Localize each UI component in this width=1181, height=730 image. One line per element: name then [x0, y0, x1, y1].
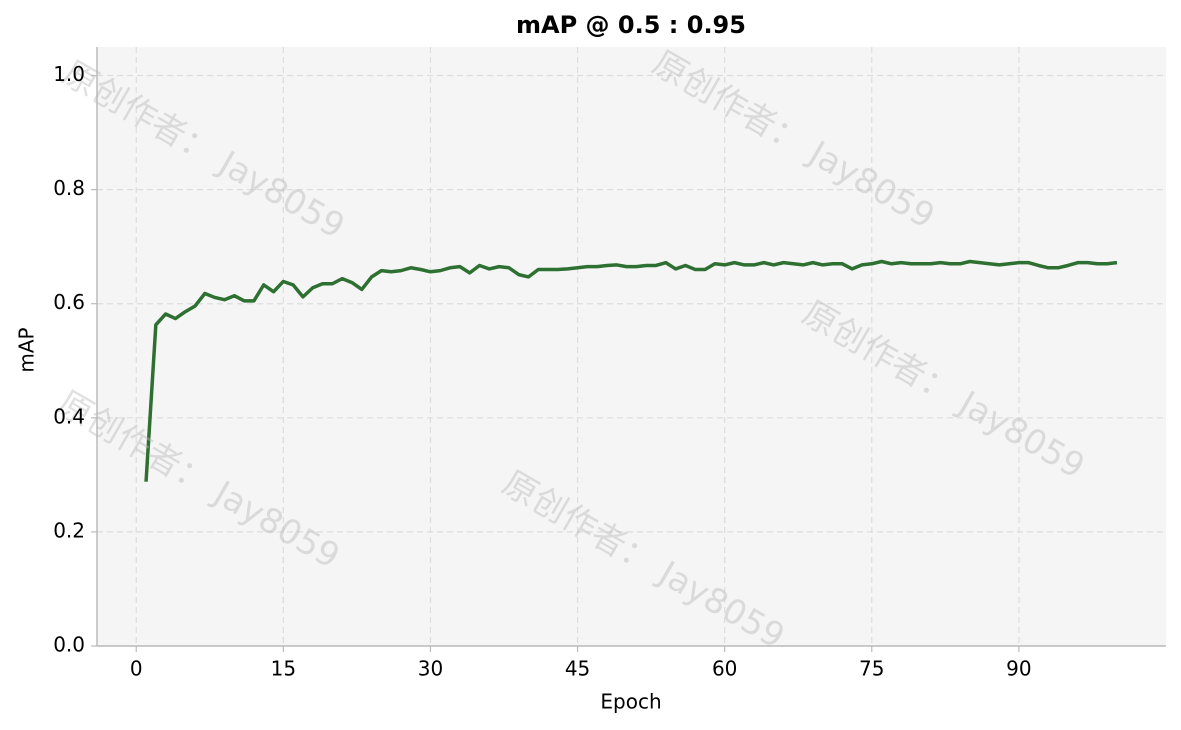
x-tick-label: 15: [271, 657, 296, 681]
x-tick-label: 90: [1006, 657, 1031, 681]
x-tick-label: 0: [130, 657, 143, 681]
plot-background: [97, 47, 1166, 646]
y-tick-label: 0.6: [53, 290, 85, 314]
marks: [144, 259, 1118, 482]
chart-title: mAP @ 0.5 : 0.95: [516, 11, 746, 39]
x-axis-label: Epoch: [600, 690, 661, 714]
y-tick-label: 0.8: [53, 176, 85, 200]
y-tick-label: 1.0: [53, 62, 85, 86]
y-axis-label: mAP: [15, 327, 39, 372]
data-line: [144, 259, 1118, 482]
x-tick-label: 75: [859, 657, 884, 681]
x-tick-label: 45: [565, 657, 590, 681]
y-tick-label: 0.4: [53, 404, 85, 428]
x-tick-label: 60: [712, 657, 737, 681]
y-tick-label: 0.2: [53, 518, 85, 542]
y-tick-label: 0.0: [53, 633, 85, 657]
x-tick-label: 30: [418, 657, 443, 681]
